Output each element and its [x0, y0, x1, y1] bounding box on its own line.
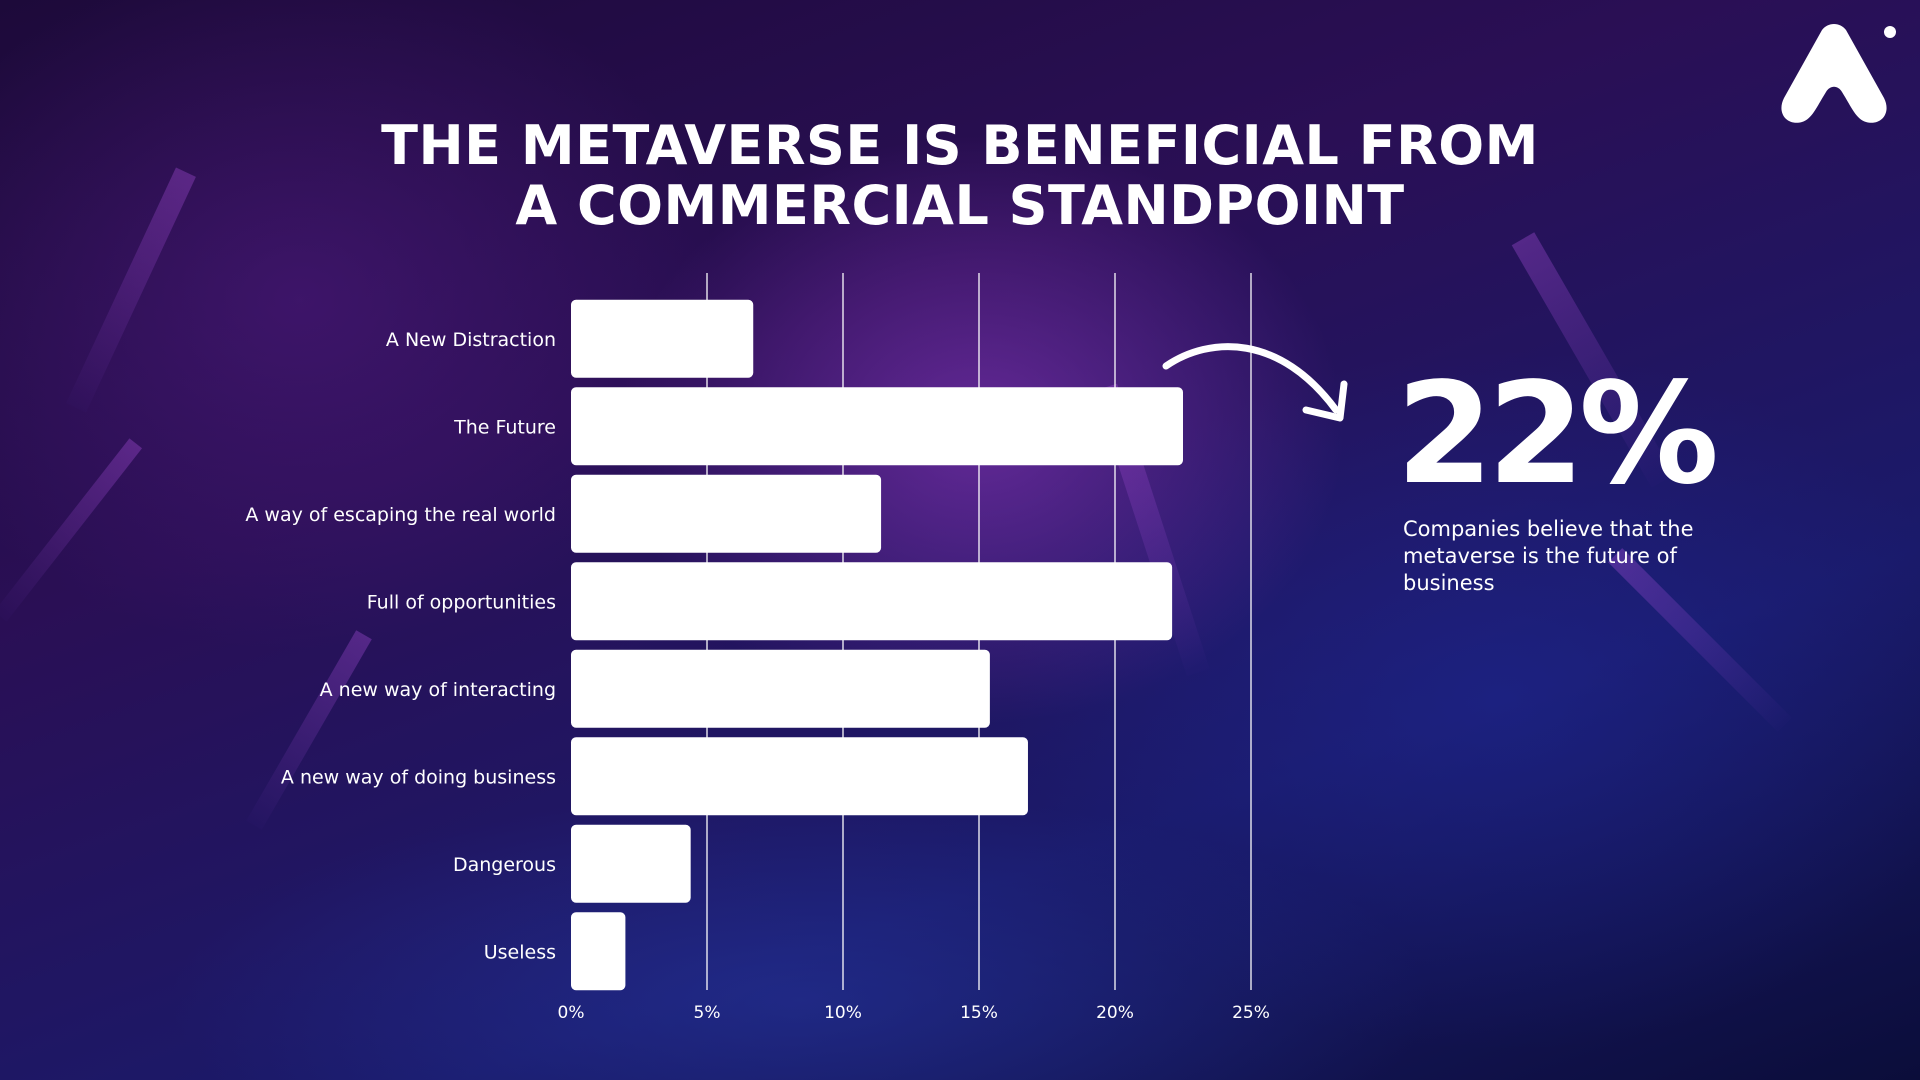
bar [571, 649, 990, 728]
category-labels: A New Distraction The Future A way of esca… [245, 329, 556, 964]
callout-text: Companies believe that the metaverse is … [1403, 517, 1694, 595]
bar [571, 562, 1173, 641]
category-label: Dangerous [453, 854, 556, 876]
bar [571, 912, 626, 991]
bar [571, 387, 1183, 466]
x-tick-label: 0% [558, 1003, 585, 1023]
brand-logo-icon [1781, 24, 1896, 123]
bars [571, 299, 1183, 991]
category-label: A way of escaping the real world [245, 504, 556, 526]
x-tick-label: 5% [694, 1003, 721, 1023]
bar [571, 737, 1028, 816]
category-label: Full of opportunities [367, 591, 556, 613]
chart-title: THE METAVERSE IS BENEFICIAL FROM A COMME… [260, 116, 1660, 236]
category-label: Useless [484, 941, 556, 963]
callout-value: 22% [1396, 353, 1719, 516]
bar [571, 299, 754, 378]
curved-arrow-icon [1162, 343, 1348, 422]
x-tick-label: 25% [1232, 1003, 1270, 1023]
x-tick-label: 10% [824, 1003, 862, 1023]
tick-labels: 0% 5% 10% 15% 20% 25% [558, 1003, 1270, 1023]
x-tick-label: 15% [960, 1003, 998, 1023]
category-label: A New Distraction [386, 329, 556, 351]
x-tick-label: 20% [1096, 1003, 1134, 1023]
bar [571, 474, 882, 553]
title-line-2: A COMMERCIAL STANDPOINT [515, 174, 1405, 237]
title-line-1: THE METAVERSE IS BENEFICIAL FROM [381, 114, 1539, 177]
category-label: A new way of interacting [320, 679, 556, 701]
category-label: The Future [453, 416, 556, 438]
bar [571, 824, 691, 903]
category-label: A new way of doing business [281, 766, 556, 788]
